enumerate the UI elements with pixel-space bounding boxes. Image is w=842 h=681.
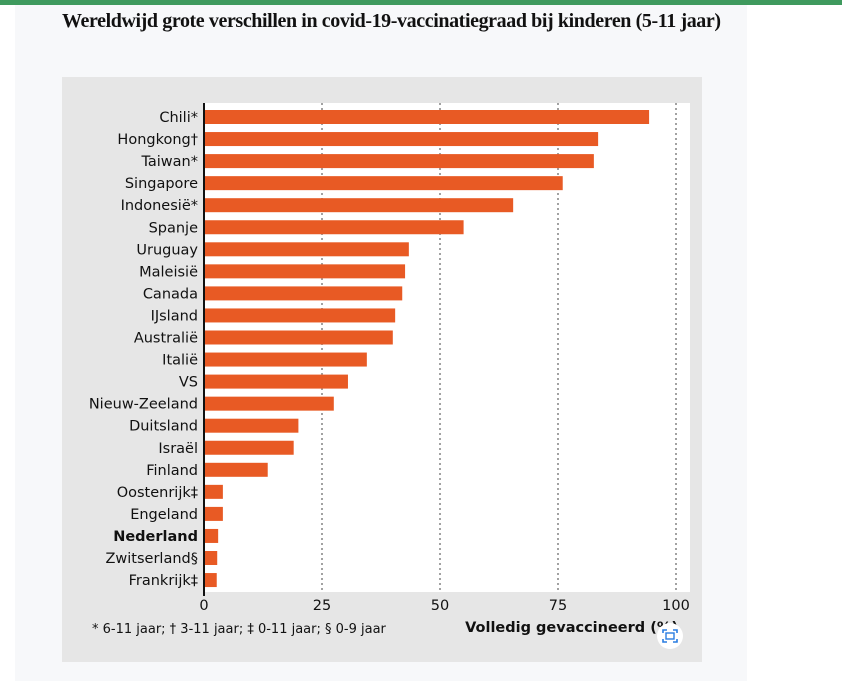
category-label: Frankrijk‡	[129, 573, 198, 589]
chart-panel: 0 25 50 75 100 Chili* Hongkong† Taiwan* Singapor…	[62, 77, 702, 662]
bar	[204, 242, 409, 257]
bar	[204, 308, 396, 323]
x-tick-label: 100	[662, 598, 690, 614]
bar	[204, 396, 334, 411]
scan-icon	[662, 629, 678, 643]
x-tick-label: 25	[313, 598, 331, 614]
bar	[204, 220, 464, 235]
footnote: * 6-11 jaar; † 3-11 jaar; ‡ 0-11 jaar; §…	[92, 622, 386, 637]
category-label: Singapore	[125, 176, 198, 192]
category-label: Australië	[134, 331, 198, 347]
top-accent-bar	[0, 0, 842, 5]
category-label: Canada	[143, 286, 198, 302]
category-label: IJsland	[151, 308, 198, 324]
bar	[204, 418, 299, 433]
bar	[204, 440, 294, 455]
bar	[204, 506, 223, 521]
bar	[204, 528, 219, 543]
bar	[204, 462, 268, 477]
category-label: Chili*	[159, 110, 198, 126]
category-label: Taiwan*	[140, 154, 198, 170]
chart-title: Wereldwijd grote verschillen in covid-19…	[62, 10, 721, 32]
bar-chart: 0 25 50 75 100 Chili* Hongkong† Taiwan* Singapor…	[89, 103, 690, 614]
bar	[204, 132, 599, 147]
bar	[204, 176, 563, 191]
category-label: Duitsland	[129, 419, 198, 435]
category-label: Nieuw-Zeeland	[89, 397, 198, 413]
category-label: Israël	[158, 441, 198, 457]
bar	[204, 484, 223, 499]
x-axis-label: Volledig gevaccineerd (%)	[465, 620, 678, 636]
category-label: Italië	[162, 353, 198, 369]
scan-button[interactable]	[657, 623, 683, 649]
category-label: Zwitserland§	[105, 551, 198, 567]
bar	[204, 264, 406, 279]
category-label: Indonesië*	[121, 198, 198, 214]
x-tick-label: 0	[199, 598, 208, 614]
category-label: Maleisië	[139, 264, 198, 280]
category-label: Hongkong†	[117, 132, 198, 148]
bar	[204, 110, 650, 124]
x-tick-label: 50	[431, 598, 449, 614]
bar	[204, 154, 594, 169]
category-label: Engeland	[130, 507, 198, 523]
bar	[204, 573, 217, 588]
bar	[204, 198, 514, 213]
category-label: Spanje	[149, 220, 199, 236]
x-tick-label: 75	[549, 598, 567, 614]
bar	[204, 374, 348, 389]
category-label: Finland	[146, 463, 198, 479]
bar	[204, 286, 403, 301]
category-label: Uruguay	[136, 242, 198, 258]
bar	[204, 330, 393, 345]
category-label: Nederland	[113, 529, 198, 545]
bar	[204, 551, 218, 565]
category-label: VS	[179, 375, 198, 391]
category-label: Oostenrijk‡	[117, 485, 198, 501]
bar	[204, 352, 367, 367]
